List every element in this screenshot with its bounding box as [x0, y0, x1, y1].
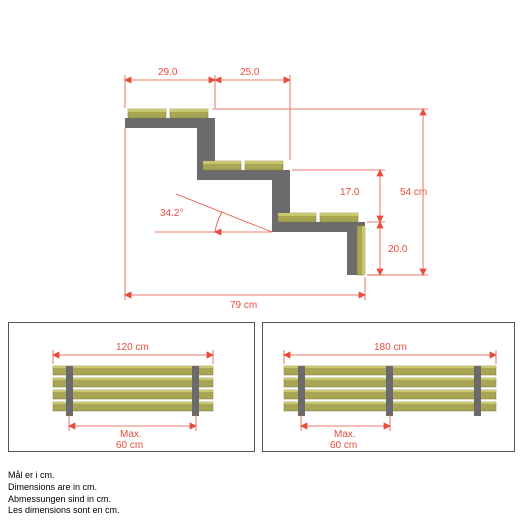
footer-da: Mål er i cm.	[8, 470, 120, 482]
stair-side-view: 29.0 25.0 17.0 20.0 54 cm	[0, 0, 523, 310]
dim-25	[215, 75, 290, 160]
dim-29	[125, 75, 215, 108]
dim-180-label: 180 cm	[374, 342, 407, 353]
dim-54-label: 54 cm	[400, 187, 427, 198]
footer-de: Abmessungen sind in cm.	[8, 494, 120, 506]
max-val-left: 60 cm	[116, 440, 143, 451]
dim-20-label: 20.0	[388, 244, 408, 255]
dim-20	[367, 222, 385, 275]
dim-79-label: 79 cm	[230, 300, 257, 310]
dim-angle-label: 34.2°	[160, 208, 183, 219]
dim-29-label: 29.0	[158, 67, 178, 78]
deck-slats-120	[53, 366, 213, 416]
dim-120-label: 120 cm	[116, 342, 149, 353]
stair-treads	[128, 109, 365, 275]
footer-notes: Mål er i cm. Dimensions are in cm. Abmes…	[8, 470, 120, 517]
deck-slats-180	[284, 366, 496, 416]
max-val-right: 60 cm	[330, 440, 357, 451]
max-label-right: Max.	[334, 429, 356, 440]
stair-stringer	[125, 118, 365, 275]
footer-en: Dimensions are in cm.	[8, 482, 120, 494]
footer-fr: Les dimensions sont en cm.	[8, 505, 120, 517]
front-view-180: 180 cm Max. 60 cm	[262, 322, 515, 452]
max-label-left: Max.	[120, 429, 142, 440]
dim-17-label: 17.0	[340, 187, 360, 198]
front-view-120: 120 cm Max. 60 cm	[8, 322, 255, 452]
dim-25-label: 25.0	[240, 67, 260, 78]
